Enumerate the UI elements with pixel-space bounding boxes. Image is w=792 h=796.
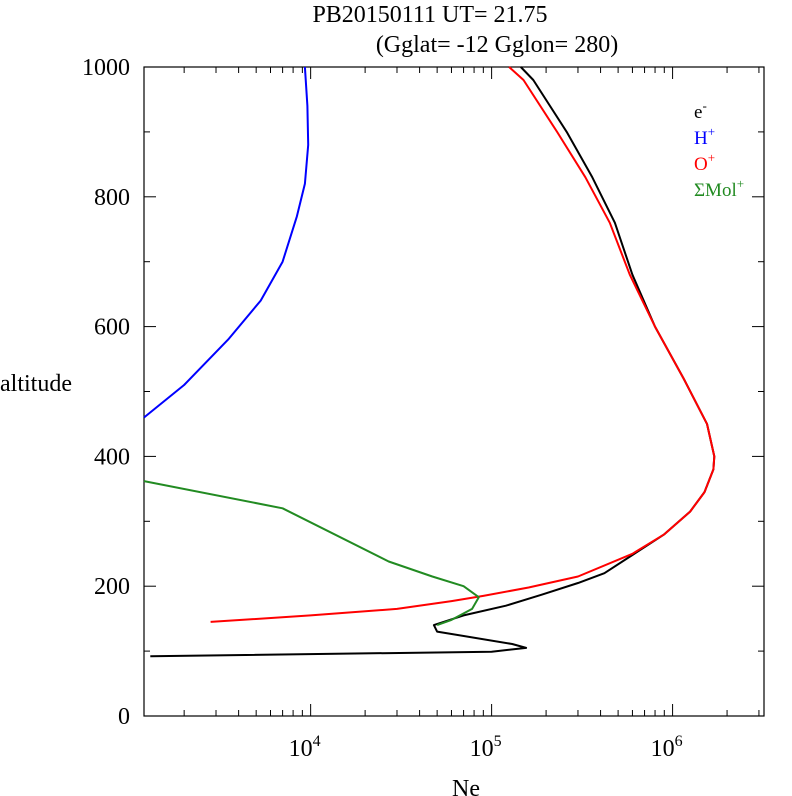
y-tick-label: 800 (94, 185, 130, 211)
y-tick-label: 400 (94, 444, 130, 470)
chart-title-line2: (Gglat= -12 Gglon= 280) (376, 32, 618, 58)
legend-entry: e- (694, 98, 707, 123)
y-tick-label: 200 (94, 574, 130, 600)
series-line-e (150, 66, 716, 658)
y-axis-label: altitude (0, 371, 72, 397)
y-tick-label: 600 (94, 315, 130, 341)
series-lines (143, 66, 716, 658)
chart-title-line1: PB20150111 UT= 21.75 (312, 2, 547, 28)
y-tick-label: 0 (118, 704, 130, 730)
legend: e-H+O+ΣMol+ (694, 98, 744, 201)
legend-entry: ΣMol+ (694, 176, 744, 201)
series-line-o (210, 66, 716, 623)
legend-entry: H+ (694, 124, 715, 149)
x-tick-label: 106 (651, 733, 683, 762)
x-axis-label: Ne (452, 776, 480, 796)
x-tick-label: 105 (470, 733, 502, 762)
series-line-h (143, 66, 310, 419)
axis-ticks: 0 200 400 600 800 1000 104 105 106 (82, 55, 764, 762)
legend-entry: O+ (694, 150, 715, 175)
series-line-mol (143, 480, 480, 627)
x-tick-label: 104 (289, 733, 321, 762)
y-tick-label: 1000 (82, 55, 130, 81)
